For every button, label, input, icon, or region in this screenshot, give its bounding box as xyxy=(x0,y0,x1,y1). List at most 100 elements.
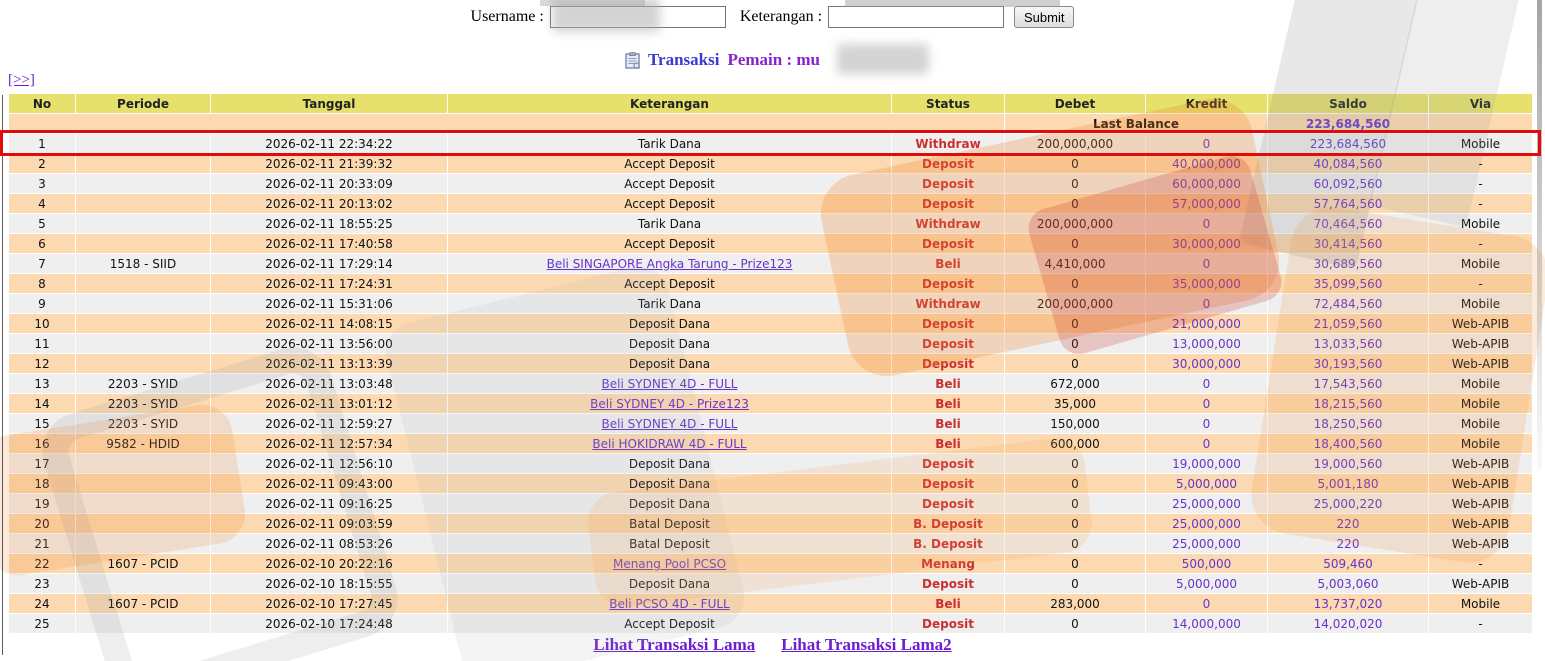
cell-debet: 0 xyxy=(1005,314,1145,333)
cell-status: Deposit xyxy=(892,194,1004,213)
cell-tanggal: 2026-02-11 12:57:34 xyxy=(211,434,447,453)
cell-status: Deposit xyxy=(892,274,1004,293)
cell-via: Web-APIB xyxy=(1429,574,1532,593)
cell-periode xyxy=(76,174,210,193)
cell-via: - xyxy=(1429,614,1532,633)
table-row: 9 2026-02-11 15:31:06 Tarik Dana Withdraw 20… xyxy=(9,294,1532,313)
cell-kredit: 0 xyxy=(1146,254,1267,273)
clipboard-icon xyxy=(625,51,640,69)
cell-tanggal: 2026-02-11 09:03:59 xyxy=(211,514,447,533)
cell-tanggal: 2026-02-11 08:53:26 xyxy=(211,534,447,553)
lihat-transaksi-lama2-link[interactable]: Lihat Transaksi Lama2 xyxy=(781,635,952,654)
cell-via: Mobile xyxy=(1429,434,1532,453)
cell-kredit: 0 xyxy=(1146,594,1267,613)
cell-debet: 0 xyxy=(1005,354,1145,373)
cell-debet: 600,000 xyxy=(1005,434,1145,453)
cell-no: 1 xyxy=(9,134,75,153)
cell-saldo: 18,215,560 xyxy=(1268,394,1428,413)
table-row: 11 2026-02-11 13:56:00 Deposit Dana Deposit… xyxy=(9,334,1532,353)
cell-keterangan: Deposit Dana xyxy=(448,494,891,513)
cell-periode xyxy=(76,354,210,373)
last-balance-value: 223,684,560 xyxy=(1268,114,1428,133)
title-line: Transaksi Pemain : mu xyxy=(0,44,1545,74)
next-page-link[interactable]: [>>] xyxy=(8,72,35,88)
table-row: 5 2026-02-11 18:55:25 Tarik Dana Withdraw 20… xyxy=(9,214,1532,233)
cell-tanggal: 2026-02-10 18:15:55 xyxy=(211,574,447,593)
keterangan-label: Keterangan : xyxy=(739,8,823,25)
cell-tanggal: 2026-02-11 17:24:31 xyxy=(211,274,447,293)
cell-keterangan: Beli SINGAPORE Angka Tarung - Prize123 xyxy=(448,254,891,273)
keterangan-link[interactable]: Beli SINGAPORE Angka Tarung - Prize123 xyxy=(546,256,793,271)
cell-saldo: 18,250,560 xyxy=(1268,414,1428,433)
cell-kredit: 25,000,000 xyxy=(1146,534,1267,553)
cell-status: Deposit xyxy=(892,334,1004,353)
cell-kredit: 0 xyxy=(1146,134,1267,153)
cell-keterangan: Beli PCSO 4D - FULL xyxy=(448,594,891,613)
cell-debet: 200,000,000 xyxy=(1005,134,1145,153)
cell-kredit: 500,000 xyxy=(1146,554,1267,573)
cell-via: Mobile xyxy=(1429,134,1532,153)
cell-keterangan: Deposit Dana xyxy=(448,354,891,373)
censored-player-blur xyxy=(837,44,930,74)
keterangan-link[interactable]: Menang Pool PCSO xyxy=(612,556,727,571)
keterangan-link[interactable]: Beli SYDNEY 4D - FULL xyxy=(601,416,738,431)
cell-status: B. Deposit xyxy=(892,514,1004,533)
cell-periode xyxy=(76,134,210,153)
table-row: 18 2026-02-11 09:43:00 Deposit Dana Deposit… xyxy=(9,474,1532,493)
submit-button[interactable]: Submit xyxy=(1014,6,1075,28)
cell-debet: 0 xyxy=(1005,334,1145,353)
cell-via: Web-APIB xyxy=(1429,474,1532,493)
cell-no: 22 xyxy=(9,554,75,573)
table-row: 23 2026-02-10 18:15:55 Deposit Dana Deposit… xyxy=(9,574,1532,593)
cell-periode: 1607 - PCID xyxy=(76,594,210,613)
cell-debet: 0 xyxy=(1005,174,1145,193)
cell-via: Web-APIB xyxy=(1429,514,1532,533)
table-row: 2 2026-02-11 21:39:32 Accept Deposit Deposi… xyxy=(9,154,1532,173)
cell-tanggal: 2026-02-10 17:24:48 xyxy=(211,614,447,633)
cell-periode xyxy=(76,534,210,553)
table-row: 24 1607 - PCID 2026-02-10 17:27:45 Beli PCS… xyxy=(9,594,1532,613)
keterangan-link[interactable]: Beli PCSO 4D - FULL xyxy=(609,596,730,611)
table-row: 3 2026-02-11 20:33:09 Accept Deposit Deposi… xyxy=(9,174,1532,193)
cell-via: Web-APIB xyxy=(1429,534,1532,553)
cell-keterangan: Beli HOKIDRAW 4D - FULL xyxy=(448,434,891,453)
cell-keterangan: Deposit Dana xyxy=(448,334,891,353)
cell-status: Beli xyxy=(892,374,1004,393)
col-header-saldo: Saldo xyxy=(1268,94,1428,113)
cell-via: Web-APIB xyxy=(1429,314,1532,333)
lihat-transaksi-lama-link[interactable]: Lihat Transaksi Lama xyxy=(593,635,756,654)
cell-no: 20 xyxy=(9,514,75,533)
transaksi-link[interactable]: Transaksi xyxy=(647,50,720,69)
cell-via: Web-APIB xyxy=(1429,334,1532,353)
cell-debet: 672,000 xyxy=(1005,374,1145,393)
cell-no: 2 xyxy=(9,154,75,173)
cell-keterangan: Tarik Dana xyxy=(448,214,891,233)
keterangan-link[interactable]: Beli SYDNEY 4D - FULL xyxy=(601,376,738,391)
top-form: Username : Keterangan : Submit xyxy=(0,0,1545,32)
cell-saldo: 70,464,560 xyxy=(1268,214,1428,233)
table-row: 21 2026-02-11 08:53:26 Batal Deposit B. Dep… xyxy=(9,534,1532,553)
cell-no: 16 xyxy=(9,434,75,453)
col-header-tanggal: Tanggal xyxy=(211,94,447,113)
cell-saldo: 60,092,560 xyxy=(1268,174,1428,193)
cell-periode xyxy=(76,474,210,493)
cell-tanggal: 2026-02-11 12:56:10 xyxy=(211,454,447,473)
table-row: 14 2203 - SYID 2026-02-11 13:01:12 Beli SYD… xyxy=(9,394,1532,413)
cell-tanggal: 2026-02-11 17:40:58 xyxy=(211,234,447,253)
keterangan-link[interactable]: Beli SYDNEY 4D - Prize123 xyxy=(590,396,749,411)
cell-kredit: 0 xyxy=(1146,294,1267,313)
cell-periode xyxy=(76,614,210,633)
cell-periode xyxy=(76,454,210,473)
username-input[interactable] xyxy=(549,6,726,28)
keterangan-input[interactable] xyxy=(828,6,1005,28)
cell-tanggal: 2026-02-11 20:33:09 xyxy=(211,174,447,193)
cell-no: 14 xyxy=(9,394,75,413)
cell-status: Beli xyxy=(892,434,1004,453)
cell-debet: 200,000,000 xyxy=(1005,214,1145,233)
cell-debet: 0 xyxy=(1005,274,1145,293)
cell-kredit: 5,000,000 xyxy=(1146,474,1267,493)
keterangan-link[interactable]: Beli HOKIDRAW 4D - FULL xyxy=(592,436,747,451)
cell-debet: 200,000,000 xyxy=(1005,294,1145,313)
cell-no: 19 xyxy=(9,494,75,513)
cell-kredit: 0 xyxy=(1146,394,1267,413)
